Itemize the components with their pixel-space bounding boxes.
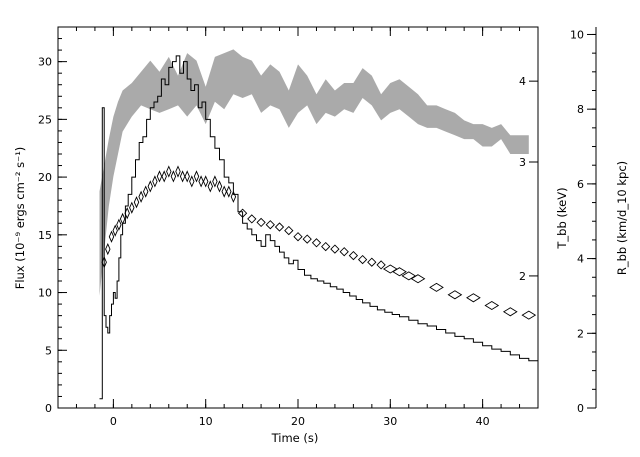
y-tick-label: 10: [38, 287, 52, 300]
temperature-point: [484, 300, 500, 311]
temperature-point: [193, 170, 200, 183]
radius-tick-label: 0: [577, 402, 584, 415]
temperature-point: [311, 238, 322, 248]
temperature-tick-label: 2: [519, 270, 526, 283]
temperature-point: [138, 190, 144, 203]
temperature-layer: [101, 165, 537, 320]
temperature-point: [101, 256, 107, 269]
radius-tick-label: 6: [577, 178, 584, 191]
temperature-point: [170, 170, 177, 183]
radius-tick-label: 10: [570, 28, 584, 41]
temperature-point: [143, 185, 149, 198]
temperature-point: [189, 175, 195, 188]
temperature-point: [230, 190, 237, 203]
x-tick-label: 40: [476, 415, 490, 428]
x-tick-label: 20: [291, 415, 305, 428]
temperature-point: [152, 175, 158, 188]
temperature-point: [203, 175, 209, 188]
radius-band-layer: [99, 49, 529, 296]
temperature-point: [129, 201, 135, 214]
temperature-point: [108, 230, 115, 243]
temperature-point: [175, 165, 181, 178]
temperature-point: [339, 247, 349, 257]
temperature-point: [221, 185, 227, 198]
temperature-point: [161, 170, 167, 183]
y-tick-label: 15: [38, 229, 52, 242]
temperature-point: [147, 180, 153, 193]
temperature-point: [502, 307, 518, 317]
temperature-point: [184, 170, 190, 183]
temperature-point: [284, 225, 294, 236]
x-tick-label: 30: [383, 415, 397, 428]
temperature-point: [105, 242, 111, 256]
temperature-point: [521, 310, 537, 320]
y-tick-label: 0: [45, 402, 52, 415]
temperature-point: [293, 232, 303, 242]
temperature-point: [382, 264, 398, 274]
temperature-point: [256, 217, 266, 228]
temperature-tick-label: 3: [519, 156, 526, 169]
y-axis-title-right-outer: R_bb (km/d_10 kpc): [615, 161, 629, 275]
temperature-point: [198, 175, 204, 188]
temperature-point: [179, 170, 186, 183]
temperature-point: [401, 271, 417, 281]
temperature-point: [410, 274, 426, 284]
temperature-point: [447, 290, 463, 300]
temperature-point: [247, 214, 257, 224]
x-tick-label: 10: [199, 415, 213, 428]
radius-band: [99, 49, 529, 296]
x-tick-label: 0: [110, 415, 117, 428]
temperature-point: [330, 244, 340, 254]
temperature-point: [166, 165, 172, 178]
temperature-point: [212, 175, 218, 188]
temperature-point: [116, 218, 122, 231]
temperature-point: [367, 257, 377, 267]
temperature-point: [429, 282, 444, 292]
radius-tick-label: 8: [577, 103, 584, 116]
x-axis-title: Time (s): [271, 431, 319, 445]
temperature-point: [133, 196, 140, 209]
radius-tick-label: 2: [577, 327, 584, 340]
temperature-point: [348, 250, 359, 261]
temperature-point: [466, 293, 481, 303]
temperature-point: [124, 207, 130, 220]
temperature-point: [321, 241, 331, 252]
temperature-point: [119, 212, 126, 226]
y-tick-label: 30: [38, 56, 52, 69]
temperature-point: [237, 208, 248, 218]
y-tick-label: 20: [38, 171, 52, 184]
y-axis-title-right-inner: T_bb (keV): [555, 187, 569, 249]
y-tick-label: 25: [38, 113, 52, 126]
temperature-point: [357, 254, 368, 265]
temperature-point: [265, 220, 275, 230]
temperature-point: [216, 180, 223, 193]
temperature-point: [302, 234, 312, 244]
radius-tick-label: 4: [577, 253, 584, 266]
temperature-point: [207, 180, 213, 193]
temperature-point: [156, 170, 163, 183]
y-tick-label: 5: [45, 344, 52, 357]
temperature-point: [274, 222, 285, 232]
temperature-point: [376, 260, 386, 270]
temperature-point: [392, 267, 407, 277]
y-axis-title-left: Flux (10⁻⁹ ergs cm⁻² s⁻¹): [13, 147, 27, 290]
temperature-tick-label: 4: [519, 75, 526, 88]
temperature-point: [226, 185, 232, 198]
temperature-point: [112, 224, 118, 237]
